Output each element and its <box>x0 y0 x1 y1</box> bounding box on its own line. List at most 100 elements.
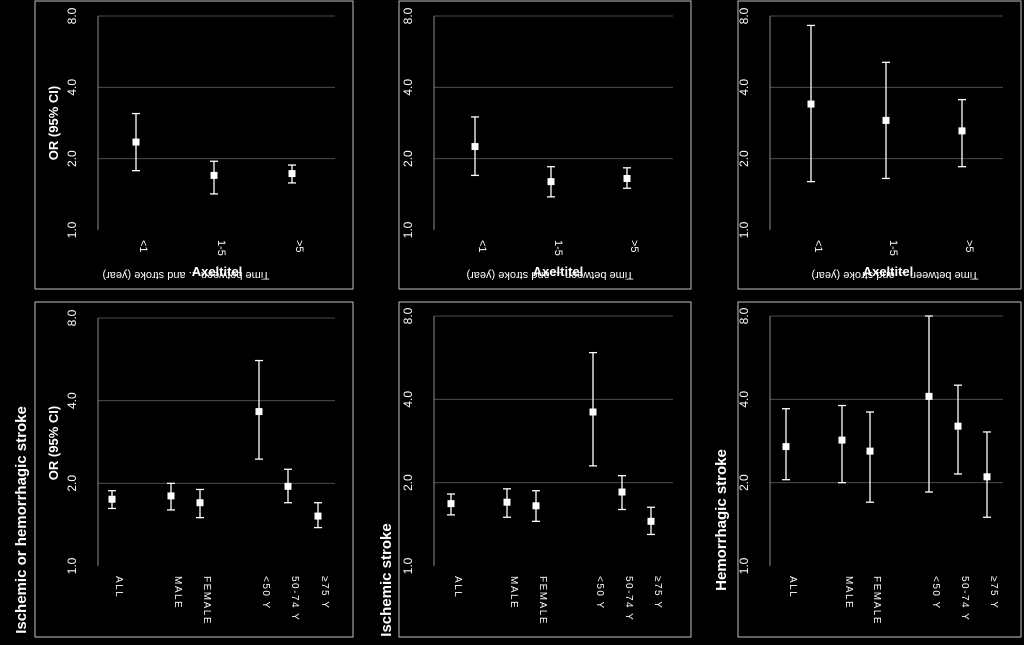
x-tick-label: <1 <box>812 240 824 253</box>
y-tick-label: 1.0 <box>65 221 79 238</box>
axis-overlay-label: Axeltitel <box>192 264 243 279</box>
y-tick-label: 4.0 <box>401 79 415 96</box>
y-tick-label: 8.0 <box>65 309 79 326</box>
y-tick-label: 8.0 <box>401 7 415 24</box>
y-tick-label: 1.0 <box>401 221 415 238</box>
or-point-marker <box>255 408 263 416</box>
x-tick-label: >5 <box>628 240 640 253</box>
panel-1: 1.0 2.0 4.0 8.0 OR (95% CI) <1 1-5 >5 Time betwe… <box>34 0 354 290</box>
x-tick-label: <50 Y <box>594 576 605 610</box>
x-tick-label: ≥75 Y <box>652 576 663 609</box>
y-tick-label: 8.0 <box>737 307 751 324</box>
or-point-marker <box>547 178 555 186</box>
y-tick-label: 4.0 <box>737 391 751 408</box>
or-point-marker <box>288 170 296 178</box>
y-tick-label: 8.0 <box>737 7 751 24</box>
or-point-marker <box>314 512 322 520</box>
y-tick-label: 8.0 <box>401 307 415 324</box>
x-tick-label: FEMALE <box>537 576 548 625</box>
x-tick-label: 50-74 Y <box>959 576 970 621</box>
y-tick-label: 1.0 <box>737 557 751 574</box>
panel-frame <box>737 0 1022 290</box>
row-titles: Ischemic or hemorrhagic stroke Ischemic … <box>13 406 730 637</box>
or-point-marker <box>782 443 790 451</box>
axis-overlay-label: Axeltitel <box>863 264 914 279</box>
or-point-marker <box>925 392 933 400</box>
x-tick-label: MALE <box>843 576 854 609</box>
or-point-marker <box>447 500 455 508</box>
panel-frame <box>34 0 354 290</box>
y-tick-label: 4.0 <box>401 391 415 408</box>
x-tick-label: ALL <box>787 576 798 598</box>
or-point-marker <box>471 143 479 151</box>
panel-2: 1.0 2.0 4.0 8.0 <1 1-5 >5 Time between ... and … <box>398 0 692 290</box>
or-point-marker <box>647 517 655 525</box>
y-tick-label: 1.0 <box>65 557 79 574</box>
x-tick-label: <1 <box>137 240 149 253</box>
or-point-marker <box>132 138 140 146</box>
axis-overlay-label: Axeltitel <box>533 264 584 279</box>
or-point-marker <box>882 116 890 124</box>
panel-frame <box>398 0 692 290</box>
x-tick-label: MALE <box>508 576 519 609</box>
y-tick-label: 2.0 <box>401 474 415 491</box>
x-tick-label: 1-5 <box>215 240 227 256</box>
or-point-marker <box>838 436 846 444</box>
or-point-marker <box>167 492 175 500</box>
x-tick-label: ≥75 Y <box>319 576 330 609</box>
x-tick-label: 50-74 Y <box>623 576 634 621</box>
or-point-marker <box>958 127 966 135</box>
y-tick-label: 2.0 <box>65 150 79 167</box>
panel-5: 1.0 2.0 4.0 8.0 ALL MALE FEMALE <50 Y 50-74 Y ≥75… <box>398 301 692 638</box>
x-tick-label: MALE <box>172 576 183 609</box>
x-axis-title: Time between ... and stroke (year) <box>102 269 269 281</box>
x-tick-label: >5 <box>293 240 305 253</box>
y-tick-label: 1.0 <box>737 221 751 238</box>
y-tick-label: 2.0 <box>737 150 751 167</box>
row-title-1: Ischemic or hemorrhagic stroke <box>13 406 30 634</box>
or-point-marker <box>618 488 626 496</box>
x-tick-label: ≥75 Y <box>988 576 999 609</box>
x-tick-label: <50 Y <box>930 576 941 610</box>
or-point-marker <box>954 422 962 430</box>
x-tick-label: ALL <box>113 576 124 598</box>
y-tick-label: 1.0 <box>401 557 415 574</box>
panel-3: 1.0 2.0 4.0 8.0 <1 1-5 >5 Time between ... and … <box>737 0 1022 290</box>
x-tick-label: 1-5 <box>887 240 899 256</box>
y-tick-label: 4.0 <box>737 79 751 96</box>
or-point-marker <box>623 174 631 182</box>
y-tick-label: 2.0 <box>401 150 415 167</box>
panel-frame <box>34 301 354 638</box>
panel-4: 1.0 2.0 4.0 8.0 OR (95% CI) ALL MALE FEMALE <50 … <box>34 301 354 638</box>
panel-6: 1.0 2.0 4.0 8.0 ALL MALE FEMALE <50 Y 50-74 Y ≥75… <box>737 301 1022 638</box>
x-tick-label: >5 <box>963 240 975 253</box>
x-tick-label: 50-74 Y <box>289 576 300 621</box>
x-axis-title: Time between ... and stroke (year) <box>466 269 633 281</box>
or-point-marker <box>866 447 874 455</box>
y-tick-label: 2.0 <box>65 475 79 492</box>
x-tick-label: <50 Y <box>260 576 271 610</box>
or-point-marker <box>108 495 116 503</box>
y-tick-label: 4.0 <box>65 79 79 96</box>
x-tick-label: FEMALE <box>201 576 212 625</box>
or-point-marker <box>503 498 511 506</box>
or-point-marker <box>983 473 991 481</box>
panel-frame <box>398 301 692 638</box>
row-title-2: Ischemic stroke <box>378 523 395 636</box>
or-point-marker <box>210 171 218 179</box>
x-tick-label: ALL <box>452 576 463 598</box>
x-tick-label: FEMALE <box>871 576 882 625</box>
y-axis-title: OR (95% CI) <box>46 86 61 160</box>
panel-frame <box>737 301 1022 638</box>
y-tick-label: 8.0 <box>65 7 79 24</box>
or-point-marker <box>532 502 540 510</box>
or-point-marker <box>196 499 204 507</box>
x-tick-label: 1-5 <box>552 240 564 256</box>
x-axis-title: Time between ... and stroke (year) <box>811 269 978 281</box>
or-point-marker <box>589 408 597 416</box>
x-tick-label: <1 <box>476 240 488 253</box>
y-axis-title: OR (95% CI) <box>46 406 61 480</box>
y-tick-label: 2.0 <box>737 474 751 491</box>
or-point-marker <box>807 100 815 108</box>
